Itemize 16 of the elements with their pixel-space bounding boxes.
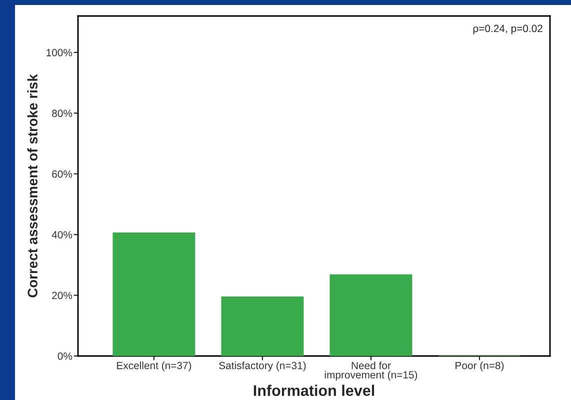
y-tick-label: 80%: [52, 110, 72, 118]
y-tick-label: 100%: [46, 48, 72, 56]
x-axis-title: Information level: [254, 384, 374, 396]
bar: [112, 232, 196, 356]
y-tick-label: 20%: [52, 292, 72, 300]
y-tick-label: 0%: [58, 352, 72, 360]
bar: [330, 274, 412, 356]
y-tick-label: 60%: [52, 170, 72, 178]
annotation: ρ=0.24, p=0.02: [473, 24, 542, 34]
y-tick-label: 40%: [52, 231, 72, 238]
x-tick-label: Need for improvement (n=15): [324, 362, 418, 381]
x-tick-label: Poor (n=8): [456, 362, 504, 372]
x-tick-label: Excellent (n=37): [117, 362, 192, 372]
y-axis-title: Correct assessment of stroke risk: [27, 74, 38, 298]
x-tick-label: Satisfactory (n=31): [219, 362, 306, 372]
bar: [221, 296, 304, 356]
